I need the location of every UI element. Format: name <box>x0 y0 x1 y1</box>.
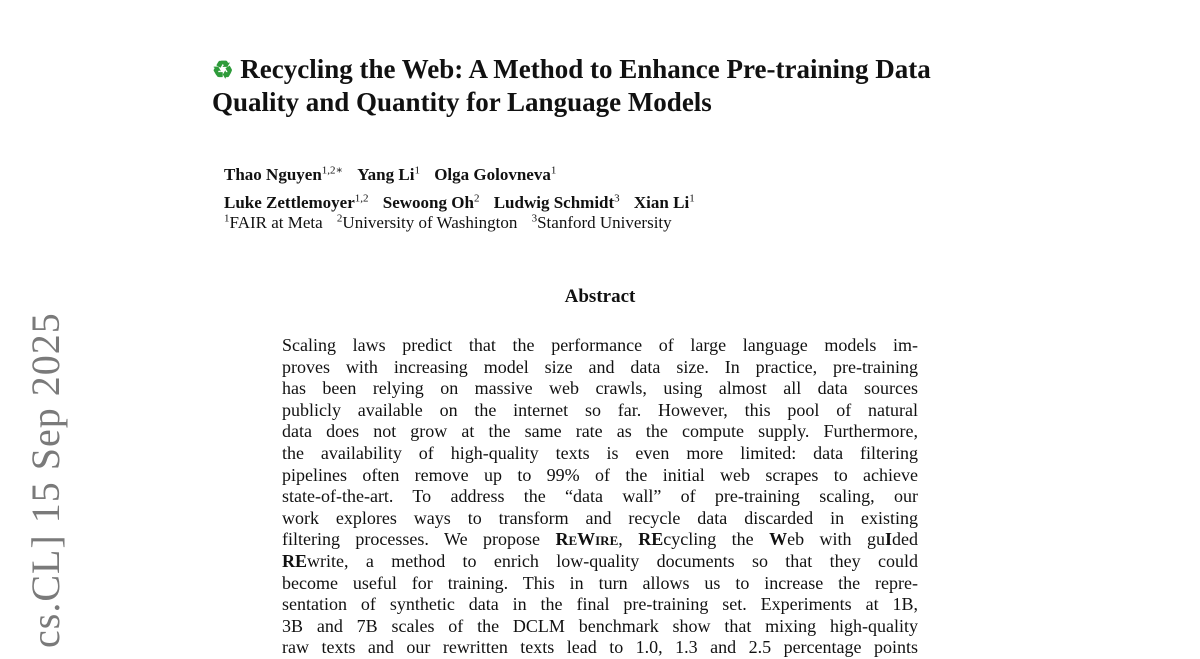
paper-title: ♻ Recycling the Web: A Method to Enhance… <box>212 54 931 118</box>
recycle-icon: ♻ <box>212 58 234 84</box>
abstract-line: state-of-the-art. To address the “data w… <box>282 486 918 507</box>
abstract-line: publicly available on the internet so fa… <box>282 399 918 420</box>
author: Thao Nguyen1,2∗ <box>224 164 344 184</box>
affiliation: 2University of Washington <box>336 212 518 232</box>
abstract-line: the availability of high-quality texts i… <box>282 442 918 463</box>
abstract-body: Scaling laws predict that the performanc… <box>282 335 918 659</box>
abstract-line: pipelines often remove up to 99% of the … <box>282 464 918 485</box>
abstract-line: Scaling laws predict that the performanc… <box>282 335 918 355</box>
abstract-line: 3B and 7B scales of the DCLM benchmark s… <box>282 615 918 636</box>
abstract-line: filtering processes. We propose ReWire, … <box>282 529 918 550</box>
abstract-line: become useful for training. This in turn… <box>282 572 918 593</box>
abstract-line: sentation of synthetic data in the final… <box>282 594 918 615</box>
abstract-line: has been relying on massive web crawls, … <box>282 378 918 399</box>
affiliation: 3Stanford University <box>531 212 672 232</box>
author-list: Thao Nguyen1,2∗ Yang Li1 Olga Golovneva1… <box>224 158 695 215</box>
abstract-line: work explores ways to transform and recy… <box>282 507 918 528</box>
abstract-line: data does not grow at the same rate as t… <box>282 421 918 442</box>
affiliations: 1FAIR at Meta 2University of Washington … <box>224 206 672 235</box>
affiliation: 1FAIR at Meta <box>224 212 323 232</box>
arxiv-stamp: cs.CL] 15 Sep 2025 <box>23 312 68 648</box>
author: Ludwig Schmidt3 <box>493 192 620 213</box>
title-line-2: Quality and Quantity for Language Models <box>212 87 712 117</box>
author: Sewoong Oh2 <box>382 192 480 213</box>
abstract-line: raw texts and our rewritten texts lead t… <box>282 637 918 658</box>
rewire-name: ReWire <box>555 529 619 550</box>
author: Luke Zettlemoyer1,2 <box>224 192 369 213</box>
abstract-heading: Abstract <box>564 286 636 307</box>
abstract-line: proves with increasing model size and da… <box>282 356 918 377</box>
author: Xian Li1 <box>633 192 695 213</box>
title-line-1: Recycling the Web: A Method to Enhance P… <box>240 54 931 84</box>
author: Yang Li1 <box>357 164 420 184</box>
abstract-line: REwrite, a method to enrich low-quality … <box>282 550 918 571</box>
author: Olga Golovneva1 <box>434 164 557 184</box>
